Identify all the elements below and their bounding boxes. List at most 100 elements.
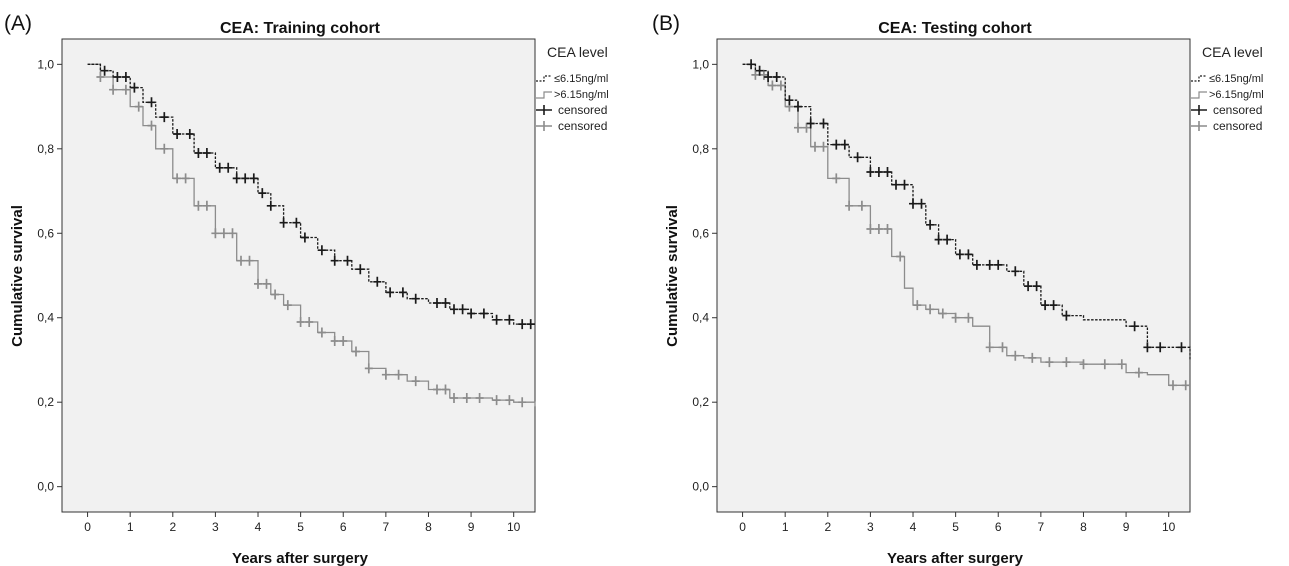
censor-marker: [492, 395, 501, 406]
y-tick-label: 0,2: [692, 395, 709, 409]
legend-swatch-dashed-step: [536, 75, 552, 82]
censor-marker: [492, 314, 501, 325]
censor-marker: [1028, 352, 1037, 363]
censor-marker: [450, 393, 458, 403]
censor-marker: [811, 141, 819, 152]
x-tick-label: 2: [169, 520, 176, 534]
x-axis-label: Years after surgery: [232, 550, 369, 566]
legend-label: censored: [1213, 103, 1262, 117]
censor-marker: [1045, 357, 1054, 368]
censor-marker: [874, 167, 883, 177]
legend-item-censored-black: censored: [536, 103, 607, 117]
censor-marker: [283, 300, 292, 311]
censor-marker: [343, 255, 352, 266]
censor-marker: [109, 84, 118, 95]
censor-marker: [951, 312, 960, 323]
legend-censor-marker: [1191, 105, 1207, 115]
censor-marker: [160, 143, 169, 154]
censor-marker: [1062, 357, 1071, 368]
legend-title: CEA level: [547, 44, 608, 60]
y-tick-label: 1,0: [692, 57, 709, 71]
x-tick-label: 7: [1038, 520, 1045, 534]
censor-marker: [364, 363, 373, 374]
panel-label: (B): [652, 12, 680, 35]
censor-marker: [173, 129, 182, 139]
censor-marker: [964, 312, 973, 323]
legend-label: ≤6.15ng/ml: [1209, 73, 1263, 85]
censor-marker: [1177, 342, 1186, 353]
censor-marker: [943, 234, 952, 245]
censor-marker: [768, 80, 777, 91]
censor-marker: [147, 97, 156, 108]
chart-title: CEA: Testing cohort: [878, 20, 1032, 37]
censor-marker: [896, 251, 905, 262]
censor-marker: [819, 141, 828, 152]
censor-marker: [194, 200, 203, 211]
panel-b: (B) CEA: Testing cohort 0 1 2 3 4 5 6 7 8 9 100,00…: [652, 12, 1264, 566]
y-tick-label: 0,2: [37, 395, 54, 409]
x-tick-label: 10: [507, 520, 521, 534]
censor-marker: [832, 173, 841, 184]
censor-marker: [1041, 300, 1050, 311]
censor-marker: [224, 162, 233, 173]
censor-marker: [202, 148, 211, 158]
x-axis-label: Years after surgery: [887, 550, 1024, 566]
censor-marker: [1079, 359, 1088, 370]
censor-marker: [373, 276, 382, 287]
censor-marker: [160, 112, 169, 123]
legend-swatch-solid-step: [1191, 91, 1207, 99]
censor-marker: [330, 336, 339, 346]
censor-marker: [475, 393, 484, 403]
y-tick-label: 0,0: [692, 480, 709, 494]
censor-marker: [394, 369, 403, 380]
censor-marker: [441, 384, 450, 395]
censor-marker: [874, 224, 883, 234]
censor-marker: [296, 317, 305, 327]
x-tick-label: 3: [867, 520, 874, 534]
legend-item-censored-gray: censored: [1191, 119, 1262, 133]
censor-marker: [845, 200, 854, 211]
legend-item-censored-gray: censored: [536, 119, 607, 133]
legend-censor-marker: [536, 105, 552, 115]
legend-title: CEA level: [1202, 44, 1263, 60]
censor-marker: [806, 118, 815, 129]
y-tick-label: 0,6: [37, 226, 54, 240]
censor-marker: [147, 120, 156, 131]
y-axis-label: Cumulative survival: [664, 205, 681, 347]
x-tick-label: 8: [425, 520, 432, 534]
censor-marker: [1156, 342, 1165, 353]
censor-marker: [185, 129, 194, 139]
censor-marker: [819, 118, 828, 129]
censor-marker: [330, 255, 339, 266]
plot-layer: 0 1 2 3 4 5 6 7 8 9 10 0,0 0,2 0,4 0,6 0,8 1,0: [692, 57, 1191, 534]
censor-marker: [249, 173, 258, 184]
panel-label: (A): [4, 12, 32, 35]
x-tick-label: 7: [383, 520, 390, 534]
censor-marker: [100, 65, 109, 76]
legend-censor-marker: [536, 121, 552, 131]
censor-marker: [292, 217, 301, 228]
censor-marker: [194, 148, 203, 158]
censor-marker: [776, 80, 785, 91]
censor-marker: [279, 217, 288, 228]
censor-marker: [266, 200, 275, 211]
censor-marker: [526, 319, 535, 330]
censor-marker: [883, 224, 892, 234]
censor-marker: [802, 122, 811, 133]
censor-marker: [794, 101, 802, 112]
censor-marker: [1169, 380, 1177, 391]
censor-marker: [772, 72, 781, 82]
censor-marker: [121, 72, 130, 82]
x-tick-label: 2: [824, 520, 831, 534]
censor-marker: [926, 219, 935, 230]
legend-label: >6.15ng/ml: [1209, 89, 1264, 101]
x-tick-label: 3: [212, 520, 219, 534]
x-tick-label: 8: [1080, 520, 1087, 534]
censor-marker: [1011, 350, 1020, 361]
censor-marker: [441, 298, 450, 308]
legend-label: censored: [1213, 119, 1262, 133]
censor-marker: [755, 65, 764, 76]
censor-marker: [241, 173, 250, 184]
chart-title: CEA: Training cohort: [220, 20, 381, 37]
censor-marker: [134, 101, 143, 112]
